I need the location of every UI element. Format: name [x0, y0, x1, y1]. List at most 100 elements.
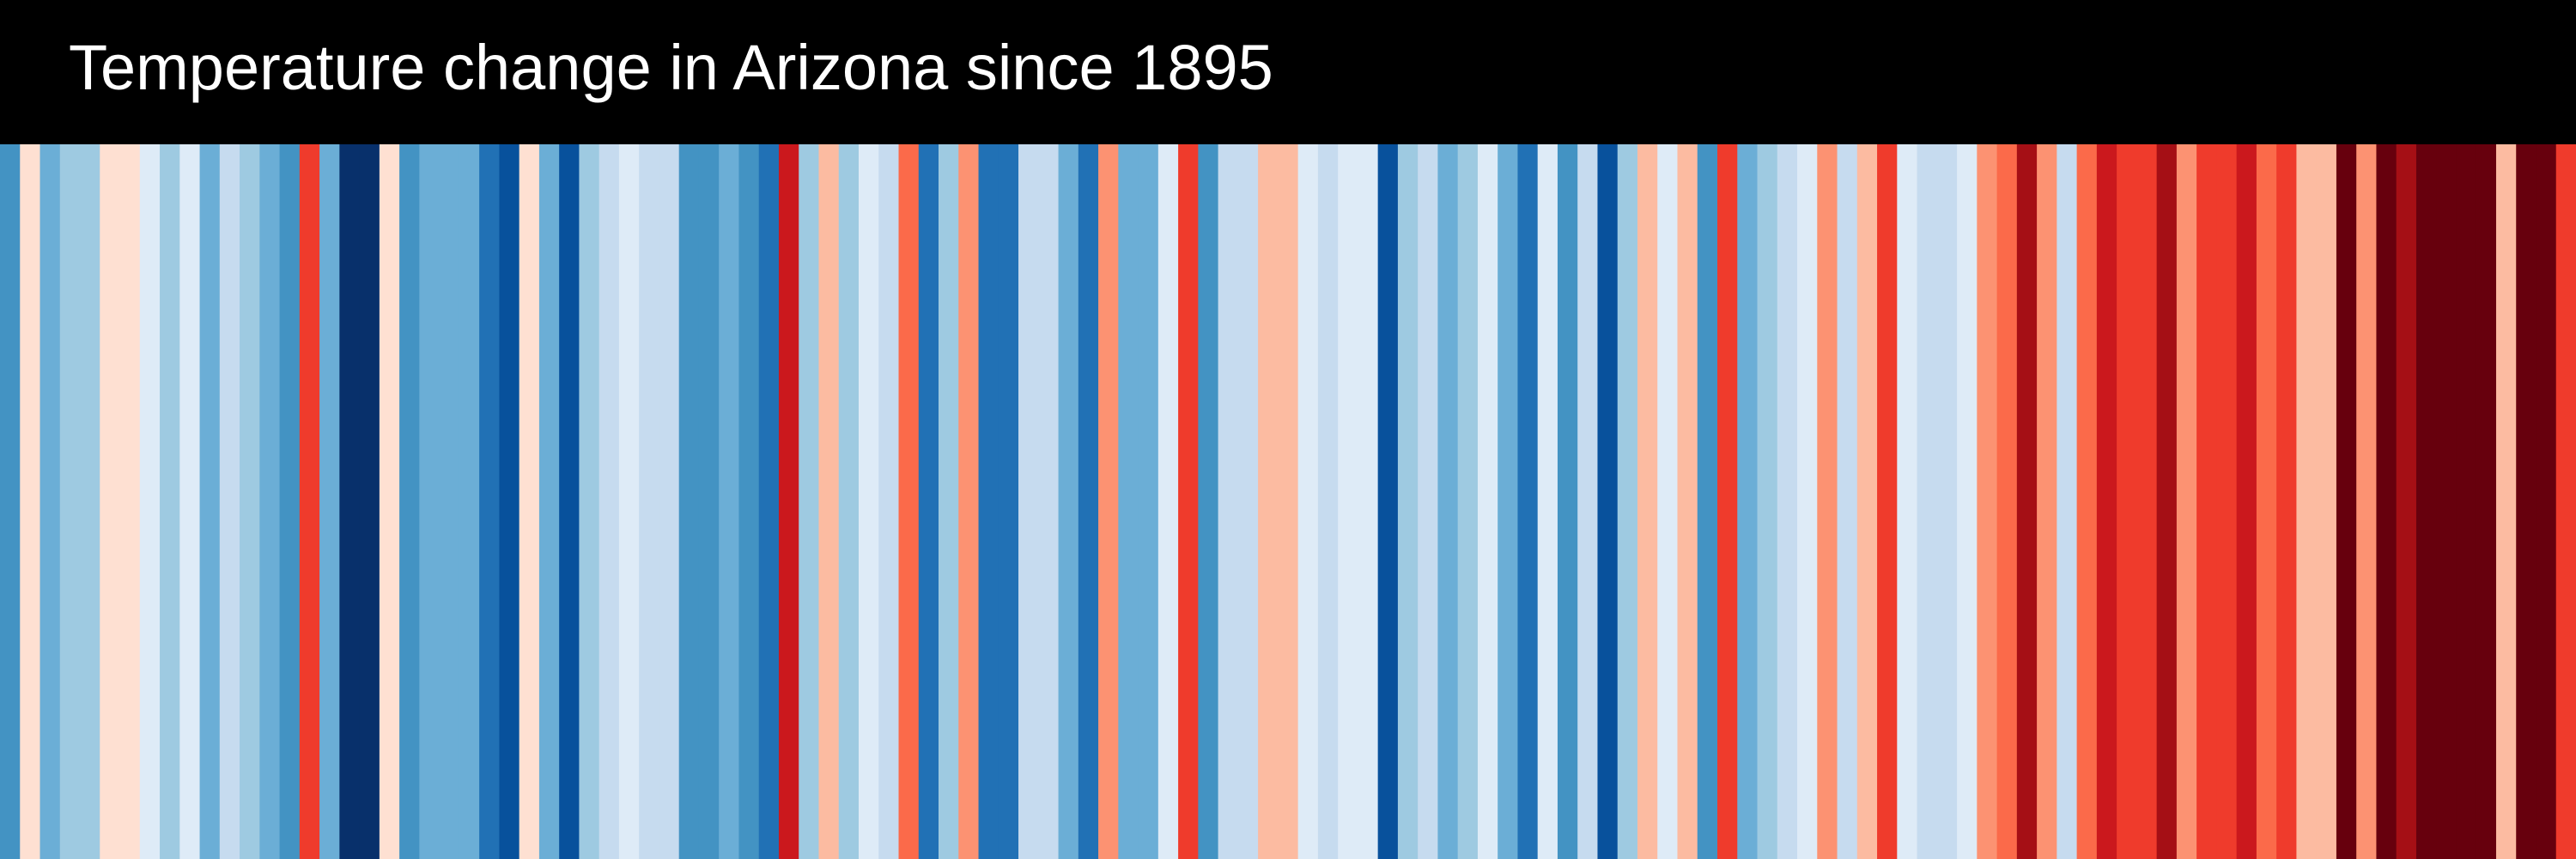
stripe	[2037, 144, 2057, 859]
stripe	[978, 144, 999, 859]
stripe	[859, 144, 879, 859]
stripe	[1218, 144, 1239, 859]
stripe	[579, 144, 600, 859]
stripe	[1377, 144, 1399, 859]
stripe	[1657, 144, 1679, 859]
stripe	[1178, 144, 1199, 859]
stripe	[1637, 144, 1658, 859]
stripe	[1297, 144, 1319, 859]
stripe	[1797, 144, 1818, 859]
stripe	[339, 144, 361, 859]
stripe	[279, 144, 301, 859]
stripe	[1957, 144, 1978, 859]
stripe	[2316, 144, 2337, 859]
stripe	[1877, 144, 1898, 859]
stripe	[1358, 144, 1379, 859]
stripe	[778, 144, 799, 859]
stripe	[1597, 144, 1619, 859]
stripe	[459, 144, 480, 859]
stripe	[738, 144, 760, 859]
stripe	[0, 144, 21, 859]
stripe	[1917, 144, 1938, 859]
stripe	[2096, 144, 2117, 859]
header-bar	[0, 0, 2576, 144]
stripe	[799, 144, 820, 859]
stripe	[1517, 144, 1539, 859]
stripe	[1437, 144, 1459, 859]
stripe	[479, 144, 500, 859]
stripe	[2516, 144, 2537, 859]
stripe	[1897, 144, 1918, 859]
stripe	[1278, 144, 1299, 859]
stripe	[1338, 144, 1358, 859]
stripe	[119, 144, 141, 859]
stripe	[918, 144, 939, 859]
stripe	[1258, 144, 1279, 859]
stripe	[2536, 144, 2557, 859]
stripe	[1677, 144, 1698, 859]
stripe	[678, 144, 700, 859]
stripe	[259, 144, 281, 859]
stripe	[1936, 144, 1958, 859]
stripe	[1477, 144, 1498, 859]
stripe	[2415, 144, 2437, 859]
stripe	[818, 144, 840, 859]
stripe	[100, 144, 121, 859]
stripe	[2276, 144, 2298, 859]
stripe	[2196, 144, 2217, 859]
stripe	[758, 144, 780, 859]
stripe	[1157, 144, 1179, 859]
chart-title: Temperature change in Arizona since 1895	[69, 32, 1273, 103]
stripe	[219, 144, 240, 859]
stripe	[179, 144, 201, 859]
stripe	[1397, 144, 1419, 859]
stripe	[2495, 144, 2517, 859]
stripe	[2296, 144, 2318, 859]
stripe	[439, 144, 460, 859]
stripe	[2176, 144, 2197, 859]
stripe	[2356, 144, 2378, 859]
stripe	[1038, 144, 1060, 859]
stripe	[559, 144, 580, 859]
stripe	[2016, 144, 2038, 859]
stripe	[2117, 144, 2137, 859]
stripe	[618, 144, 640, 859]
stripe	[1757, 144, 1778, 859]
stripe	[2555, 144, 2576, 859]
stripe	[1418, 144, 1439, 859]
stripe	[998, 144, 1019, 859]
stripe	[2396, 144, 2417, 859]
stripe	[1617, 144, 1638, 859]
stripe	[1498, 144, 1519, 859]
stripe	[2156, 144, 2178, 859]
stripe	[419, 144, 440, 859]
stripe	[1138, 144, 1159, 859]
stripe	[1737, 144, 1759, 859]
stripe	[319, 144, 340, 859]
stripe	[1058, 144, 1079, 859]
stripe	[538, 144, 560, 859]
stripe	[1098, 144, 1119, 859]
stripe	[2076, 144, 2098, 859]
stripe	[59, 144, 81, 859]
stripe	[698, 144, 720, 859]
stripe	[299, 144, 320, 859]
stripe	[639, 144, 660, 859]
stripe	[1018, 144, 1039, 859]
stripe	[1837, 144, 1858, 859]
stripe	[659, 144, 680, 859]
stripe	[2057, 144, 2078, 859]
stripe	[1457, 144, 1479, 859]
stripe	[898, 144, 920, 859]
stripe	[1777, 144, 1798, 859]
stripe	[240, 144, 260, 859]
stripe	[2376, 144, 2397, 859]
stripe	[2256, 144, 2277, 859]
stripe	[958, 144, 980, 859]
stripes	[0, 144, 2576, 859]
stripe	[1118, 144, 1139, 859]
stripe	[1977, 144, 1998, 859]
stripe	[20, 144, 41, 859]
stripe	[359, 144, 380, 859]
stripe	[139, 144, 161, 859]
